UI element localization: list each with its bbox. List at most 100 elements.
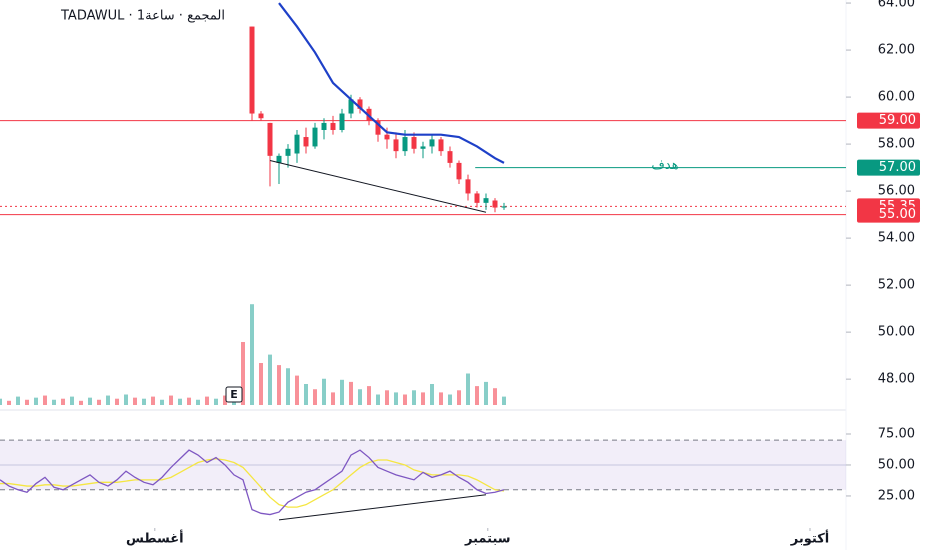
level-label-box [857,112,920,129]
candle-body [330,122,336,130]
candle-body [420,146,426,149]
volume-bar [268,354,272,405]
candle-body [375,120,381,135]
volume-bar [502,396,506,405]
event-marker: E [230,388,238,401]
volume-bar [313,389,317,405]
rsi-line [0,458,505,508]
candle-body [456,162,462,180]
volume-bar [205,396,209,405]
volume-bar [412,390,416,405]
chart-title: TADAWUL · المجمع · ساعة1 [60,9,225,24]
candle-body [285,148,291,156]
level-label-box [857,206,920,223]
candle-body [357,99,363,109]
candle-body [258,113,264,119]
y-tick-label: 52.00 [878,278,915,293]
volume-bar [331,392,335,405]
candle-body [411,137,417,149]
volume-bar [493,388,497,405]
volume-bar [25,399,29,405]
y-tick-label: 54.00 [878,231,915,246]
candle-body [339,113,345,130]
volume-bar [430,384,434,405]
volume-bar [16,396,20,405]
y-tick-label: 56.00 [878,184,915,199]
volume-bar [79,400,83,405]
candle-body [447,151,453,163]
y-tick-label: 60.00 [878,90,915,105]
candle-body [474,193,480,203]
volume-bar [196,399,200,405]
candle-body [348,99,354,114]
volume-bar [124,394,128,405]
volume-bar [304,384,308,405]
volume-bar [241,342,245,405]
volume-bar [151,396,155,405]
event-marker-box [225,386,243,403]
volume-bar [70,396,74,405]
volume-bar [376,394,380,405]
volume-bar [7,400,11,405]
volume-bar [0,398,2,405]
volume-bar [358,389,362,405]
volume-bar [214,398,218,405]
y-tick-label: 58.00 [878,137,915,152]
volume-bar [295,375,299,405]
volume-bar [340,379,344,405]
volume-bar [403,394,407,405]
volume-bar [475,386,479,405]
x-tick-label: أكتوبر [790,530,829,547]
volume-bar [286,368,290,405]
rsi-trendline [278,494,487,521]
volume-bar [178,398,182,405]
y-tick-label: 75.00 [878,426,915,441]
volume-bar [484,381,488,405]
candle-body [429,139,435,147]
volume-bar [448,394,452,405]
volume-bar [52,399,56,405]
level-label: 57.00 [879,160,916,175]
volume-bar [61,398,65,405]
candle-body [321,122,327,130]
volume-bar [421,392,425,405]
candle-body [501,206,507,208]
volume-bar [223,395,227,405]
volume-bar [34,397,38,405]
candle-body [312,127,318,147]
rsi-line [0,449,505,516]
y-tick-label: 48.00 [878,372,915,387]
volume-bar [115,398,119,405]
volume-bar [439,392,443,405]
trendline [269,160,487,213]
candle-body [384,134,390,140]
level-text: هدف [651,158,678,173]
volume-bar [466,373,470,405]
y-tick-label: 50.00 [878,457,915,472]
x-tick-label: سبتمبر [464,532,511,547]
volume-bar [88,397,92,405]
candle-body [276,155,282,163]
volume-bar [160,399,164,405]
volume-bar [322,378,326,405]
volume-bar [142,398,146,405]
level-label: 55.00 [879,207,916,222]
volume-bar [394,392,398,405]
candle-body [303,137,309,147]
level-label-box [857,159,920,176]
moving-average [278,2,505,164]
candle-body [465,179,471,194]
candle-body [267,122,273,156]
volume-bar [277,365,281,405]
candle-body [294,134,300,154]
volume-bar [259,363,263,405]
volume-bar [457,390,461,405]
volume-bar [187,397,191,405]
x-tick-label: أغسطس [126,530,184,547]
volume-bar [385,390,389,405]
volume-bar [367,386,371,405]
candle-body [483,198,489,203]
